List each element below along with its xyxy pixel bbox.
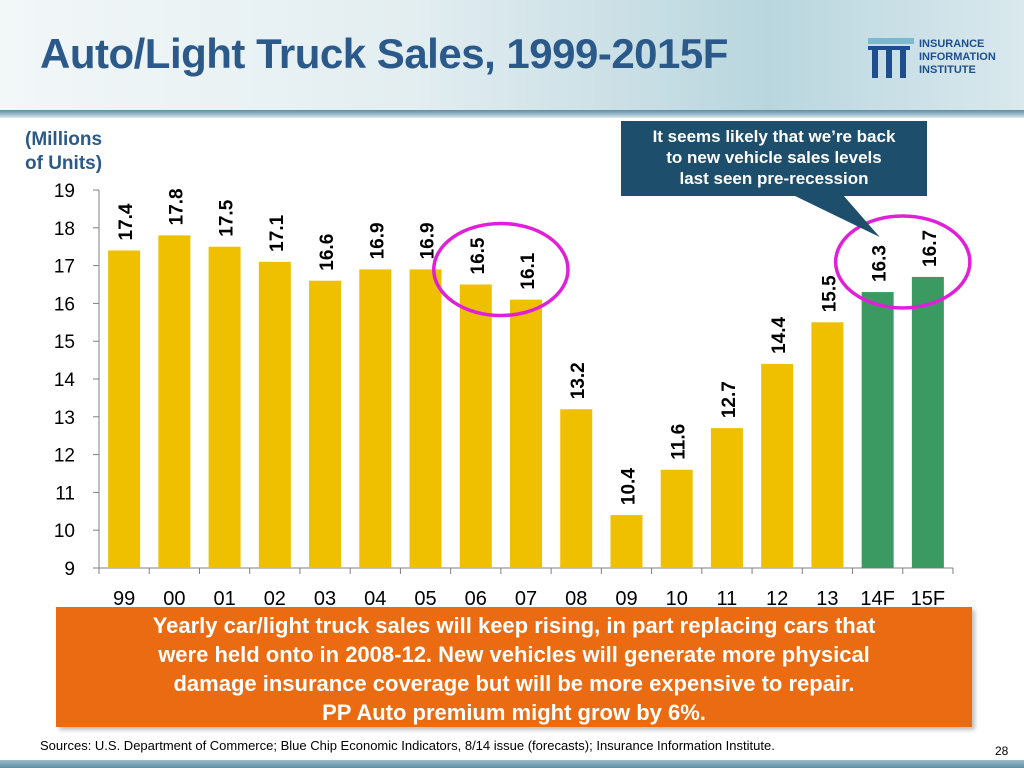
x-tick-label: 02 [264,588,286,610]
callout-pointer [793,195,880,237]
bar-value-label: 17.4 [116,203,137,240]
logo-line: INFORMATION [919,51,996,63]
y-tick-label: 18 [54,219,75,240]
bar-value-label: 16.6 [317,234,338,271]
x-tick-label: 10 [666,588,688,610]
bar-value-label: 11.6 [669,424,690,460]
bar-value-label: 10.4 [618,468,639,505]
x-tick-label: 04 [364,588,386,610]
bar [108,250,141,569]
bar [309,280,342,568]
bar-chart: 9 10 11 12 13 14 15 16 17 18 19 17.4 99 17.8 00 17.5 01 1… [54,181,972,610]
x-tick-label: 06 [465,588,487,610]
bar-value-label: 16.1 [518,252,539,289]
bar-value-label: 13.2 [568,362,589,399]
callout-line: to new vehicle sales levels [666,148,882,167]
bar [258,261,291,568]
bar [560,409,593,568]
bar [409,269,442,568]
y-tick-label: 17 [54,257,75,278]
bar [610,515,643,568]
bar-value-label: 16.9 [418,222,439,259]
y-axis-label: (Millions of Units) [25,128,102,176]
x-tick-label: 14F [860,588,894,610]
bar-value-label: 16.3 [870,245,891,282]
y-tick-label: 14 [54,370,76,391]
bar [208,246,241,568]
header-band [0,0,1024,112]
x-tick-label: 01 [213,588,235,610]
page-number: 28 [995,744,1009,758]
x-tick-label: 00 [163,588,185,610]
y-tick-label: 11 [55,483,75,504]
bar [660,469,693,568]
logo-line: INSTITUTE [919,64,976,76]
bar [459,284,492,568]
bar [710,428,743,568]
bar [359,269,392,568]
summary-line: Yearly car/light truck sales will keep r… [152,613,876,638]
y-tick-label: 19 [54,181,75,202]
bar-value-label: 12.7 [719,381,740,418]
bar-value-label: 16.7 [920,230,941,267]
x-tick-label: 11 [717,588,738,610]
logo-line: INSURANCE [919,38,985,50]
callout-box: It seems likely that we’re back to new v… [621,121,927,196]
sources-note: Sources: U.S. Department of Commerce; Bl… [40,738,775,753]
x-tick-label: 09 [615,588,637,610]
y-axis-label-line: of Units) [25,153,103,174]
highlight-circle [833,214,972,310]
bar-value-label: 17.1 [267,214,288,251]
bar-value-label: 17.5 [217,199,238,236]
bottom-rule [0,760,1024,768]
bar [861,292,894,568]
highlight-circle [432,221,570,318]
y-tick-label: 10 [54,521,75,542]
x-tick-label: 08 [565,588,587,610]
y-tick-label: 12 [54,446,75,467]
bar [811,322,844,568]
summary-line: PP Auto premium might grow by 6%. [322,700,706,725]
summary-line: were held onto in 2008-12. New vehicles … [158,642,870,667]
bar-value-label: 17.8 [166,188,187,225]
x-tick-label: 12 [766,588,788,610]
logo: INSURANCE INFORMATION INSTITUTE [866,36,1016,80]
summary-line: damage insurance coverage but will be mo… [173,671,855,696]
bar-value-label: 16.9 [367,222,388,259]
bar [510,299,542,568]
x-tick-label: 03 [314,588,336,610]
callout-line: It seems likely that we’re back [652,127,896,146]
iii-logo-icon [868,38,914,78]
bar [911,276,944,568]
callout-line: last seen pre-recession [679,169,869,188]
bar [761,363,794,568]
x-tick-label: 05 [414,588,436,610]
y-tick-label: 9 [64,559,75,580]
x-tick-label: 13 [816,588,838,610]
summary-box: Yearly car/light truck sales will keep r… [56,607,972,727]
y-tick-label: 15 [54,332,75,353]
bar [158,235,191,569]
header-rule [0,110,1024,118]
bar-value-label: 16.5 [468,237,489,274]
y-tick-label: 13 [54,408,75,429]
bar-value-label: 14.4 [769,316,790,353]
y-axis-label-line: (Millions [25,129,103,150]
slide-title: Auto/Light Truck Sales, 1999-2015F [40,30,728,77]
x-tick-label: 99 [113,588,135,610]
y-tick-label: 16 [54,294,75,315]
x-tick-label: 15F [911,588,945,610]
bar-value-label: 15.5 [819,275,840,312]
x-tick-label: 07 [515,588,537,610]
